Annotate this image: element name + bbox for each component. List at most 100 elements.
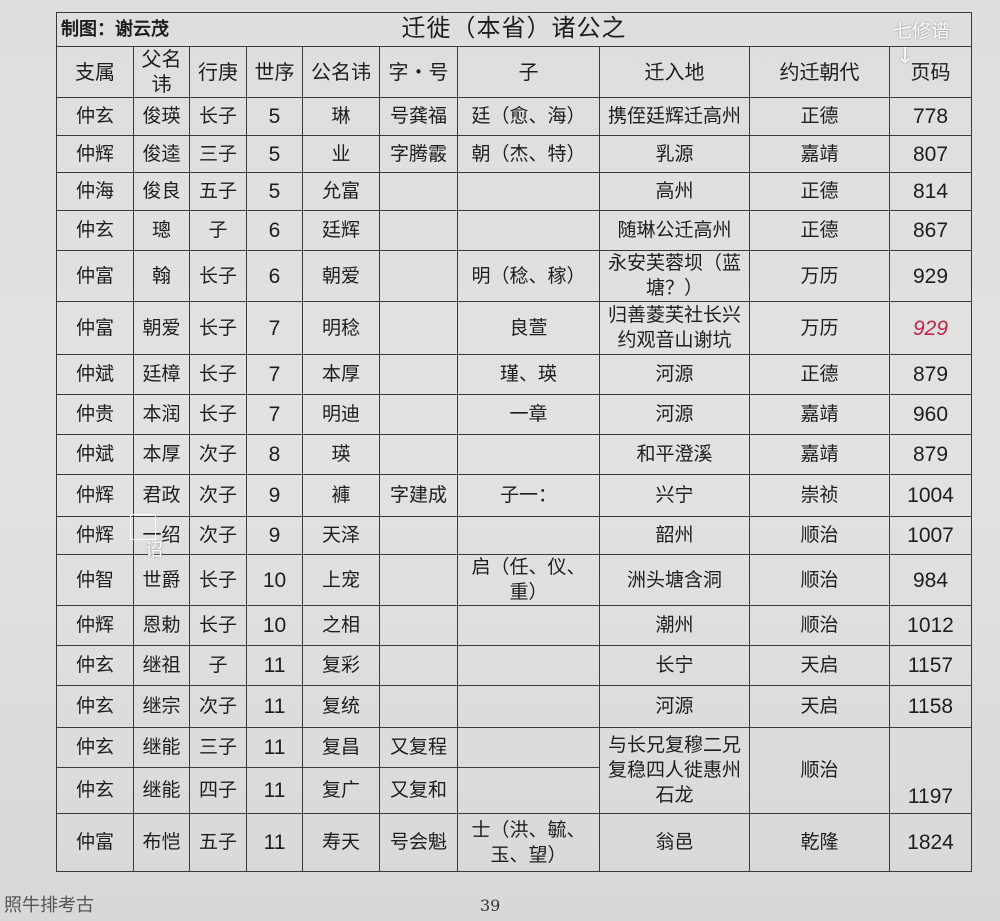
- table-cell: 本厚: [302, 354, 380, 395]
- table-cell: 仲智: [56, 554, 134, 606]
- table-cell: 继能: [133, 727, 190, 768]
- table-cell: 7: [246, 394, 303, 435]
- column-header: 迁入地: [599, 46, 750, 98]
- table-row: 仲斌 廷樟 长子 7 本厚 瑾、瑛 河源 正德 879: [56, 354, 972, 395]
- table-cell: [457, 172, 600, 211]
- table-row: 仲富 朝爱 长子 7 明稔 良萱 归善菱芙社长兴约观音山谢坑 万历 929: [56, 301, 972, 355]
- table-row: 仲玄璁子 6 廷辉 随琳公迁高州 正德 867: [56, 210, 972, 251]
- table-cell: [379, 554, 458, 606]
- table-cell: 业: [302, 135, 380, 173]
- table-cell: 8: [246, 434, 303, 475]
- table-cell: 携侄廷辉迁高州: [599, 97, 750, 136]
- table-cell: 寿天: [302, 813, 380, 872]
- table-cell: 子一：: [457, 474, 600, 517]
- table-cell: [457, 727, 600, 768]
- table-cell: 11: [246, 767, 303, 814]
- table-cell: 867: [889, 210, 972, 251]
- table-cell: 归善菱芙社长兴约观音山谢坑: [599, 301, 750, 355]
- table-cell: 嘉靖: [749, 135, 890, 173]
- column-header: 父名讳: [133, 46, 190, 98]
- table-cell: 1004: [889, 474, 972, 517]
- table-cell: 允富: [302, 172, 380, 211]
- table-cell: 6: [246, 250, 303, 302]
- table-row: 仲富翰长子 6 朝爱 明（稔、稼） 永安芙蓉坝（蓝塘？） 万历 929: [56, 250, 972, 302]
- table-cell: 琳: [302, 97, 380, 136]
- table-cell: 复统: [302, 685, 380, 728]
- table-cell: 嘉靖: [749, 434, 890, 475]
- table-row: 仲贵 本润 长子 7 明迪 一章 河源 嘉靖 960: [56, 394, 972, 435]
- table-row: 仲玄 俊瑛 长子 5 琳号龚福 廷（愈、海） 携侄廷辉迁高州 正德 778: [56, 97, 972, 136]
- table-cell: 翰: [133, 250, 190, 302]
- table-cell: 继能: [133, 767, 190, 814]
- table-cell: 仲辉: [56, 474, 134, 517]
- table-cell: [379, 605, 458, 646]
- table-cell: 正德: [749, 172, 890, 211]
- table-cell: [457, 434, 600, 475]
- table-cell: 嘉靖: [749, 394, 890, 435]
- table-cell: 长子: [189, 605, 247, 646]
- column-header: 行庚: [189, 46, 247, 98]
- table-cell: 5: [246, 172, 303, 211]
- table-cell: 仲玄: [56, 727, 134, 768]
- table-cell: 号会魁: [379, 813, 458, 872]
- table-cell: 河源: [599, 354, 750, 395]
- table-cell: 长宁: [599, 645, 750, 686]
- table-cell: [379, 685, 458, 728]
- table-cell: 仲玄: [56, 210, 134, 251]
- table-cell: 1157: [889, 645, 972, 686]
- table-cell: 次子: [189, 474, 247, 517]
- table-row: 仲玄 继能 四子 11 复广 又复和: [56, 767, 972, 814]
- table-cell: 四子: [189, 767, 247, 814]
- table-cell: 984: [889, 554, 972, 606]
- table-cell: 潮州: [599, 605, 750, 646]
- table-cell: 879: [889, 434, 972, 475]
- table-cell: 瑾、瑛: [457, 354, 600, 395]
- table-cell: 士（洪、毓、玉、望）: [457, 813, 600, 872]
- table-cell: 次子: [189, 434, 247, 475]
- chart-maker: 制图：谢云茂: [61, 19, 169, 40]
- table-cell: 继祖: [133, 645, 190, 686]
- table-cell: 五子: [189, 172, 247, 211]
- column-header: 字・号: [379, 46, 458, 98]
- table-cell: [457, 516, 600, 555]
- table-cell: 1158: [889, 685, 972, 728]
- table-cell: 字腾霰: [379, 135, 458, 173]
- column-header: 公名讳: [302, 46, 380, 98]
- table-cell: 仲富: [56, 301, 134, 355]
- table-cell: 之相: [302, 605, 380, 646]
- table-cell: 又复程: [379, 727, 458, 768]
- table-cell: 778: [889, 97, 972, 136]
- table-cell: 良萱: [457, 301, 600, 355]
- table-cell: 仲玄: [56, 645, 134, 686]
- table-cell: [457, 210, 600, 251]
- table-cell: 次子: [189, 685, 247, 728]
- table-cell: 天泽: [302, 516, 380, 555]
- table-row: 仲斌 本厚 次子 8 瑛 和平澄溪 嘉靖 879: [56, 434, 972, 475]
- table-cell: 布恺: [133, 813, 190, 872]
- table-cell: 仲玄: [56, 685, 134, 728]
- table-cell: 廷（愈、海）: [457, 97, 600, 136]
- table-row: 仲玄 继祖子 11 复彩 长宁 天启 1157: [56, 645, 972, 686]
- table-cell: 10: [246, 605, 303, 646]
- table-cell: 仲斌: [56, 434, 134, 475]
- table-cell: 瑛: [302, 434, 380, 475]
- table-cell: 璁: [133, 210, 190, 251]
- table-cell: 5: [246, 97, 303, 136]
- table-cell: 一章: [457, 394, 600, 435]
- table-cell: 复昌: [302, 727, 380, 768]
- page-number: 39: [480, 896, 501, 915]
- table-cell: 明（稔、稼）: [457, 250, 600, 302]
- table-cell: 子: [189, 645, 247, 686]
- table-cell: 仲斌: [56, 354, 134, 395]
- column-header: 子: [457, 46, 600, 98]
- table-cell: 仲富: [56, 250, 134, 302]
- table-cell: 929: [889, 301, 972, 355]
- table-cell: 乾隆: [749, 813, 890, 872]
- table-cell: 顺治: [749, 605, 890, 646]
- table-cell: 6: [246, 210, 303, 251]
- table-row: 仲富 布恺 五子 11 寿天 号会魁 士（洪、毓、玉、望） 翁邑 乾隆 1824: [56, 813, 972, 872]
- table-row: 仲辉 俊逵 三子 5 业字腾霰 朝（杰、特） 乳源 嘉靖 807: [56, 135, 972, 173]
- table-cell: 顺治: [749, 554, 890, 606]
- table-cell: 复彩: [302, 645, 380, 686]
- table-cell: 随琳公迁高州: [599, 210, 750, 251]
